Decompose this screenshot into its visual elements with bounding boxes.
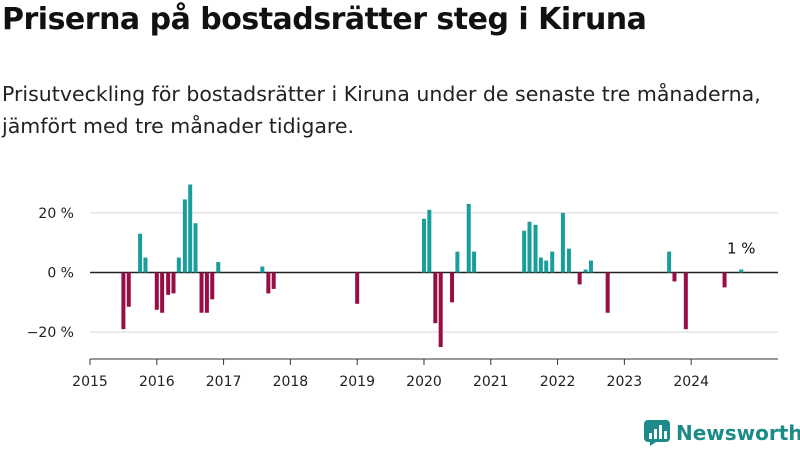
bar-negative	[266, 272, 271, 294]
bar-negative	[683, 272, 688, 330]
bar-positive	[550, 251, 555, 273]
bar-positive	[533, 224, 538, 273]
bar-positive	[527, 221, 532, 273]
bar-positive	[544, 260, 549, 273]
x-tick-label: 2023	[607, 374, 643, 390]
bar-positive	[560, 212, 565, 273]
bar-positive	[182, 199, 187, 273]
y-tick-label: −20 %	[27, 325, 74, 341]
bar-negative	[438, 272, 443, 348]
bar-negative	[204, 272, 209, 313]
bar-positive	[466, 203, 471, 273]
x-tick-label: 2021	[473, 374, 509, 390]
bar-positive	[216, 262, 221, 273]
chart-title: Priserna på bostadsrätter steg i Kiruna	[2, 2, 647, 37]
latest-value-label: 1 %	[727, 240, 756, 258]
x-tick-label: 2020	[406, 374, 442, 390]
bar-negative	[166, 272, 171, 295]
brand-name: Newsworthy	[676, 421, 800, 445]
bar-positive	[260, 266, 265, 273]
bar-negative	[271, 272, 276, 289]
bar-negative	[199, 272, 204, 313]
bar-negative	[171, 272, 176, 294]
bar-negative	[355, 272, 360, 304]
bar-negative	[605, 272, 610, 313]
bar-positive	[176, 257, 181, 273]
bar-positive	[583, 269, 588, 273]
bar-negative	[154, 272, 159, 310]
chart-subtitle: Prisutveckling för bostadsrätter i Kirun…	[2, 82, 761, 138]
bar-negative	[672, 272, 677, 282]
x-tick-label: 2017	[206, 374, 242, 390]
bar-negative	[433, 272, 438, 324]
bar-positive	[138, 233, 143, 273]
newsworthy-brand[interactable]: Newsworthy	[644, 420, 800, 446]
bar-negative	[210, 272, 215, 300]
x-tick-label: 2015	[72, 374, 108, 390]
x-tick-label: 2019	[339, 374, 375, 390]
y-tick-label: 0 %	[47, 265, 74, 281]
x-tick-label: 2018	[273, 374, 309, 390]
bar-positive	[566, 248, 571, 273]
bar-positive	[538, 257, 543, 273]
x-tick-label: 2024	[673, 374, 709, 390]
bar-positive	[739, 269, 744, 273]
bar-positive	[188, 184, 193, 273]
newsworthy-logo-icon	[644, 420, 670, 446]
bar-negative	[121, 272, 126, 330]
bar-positive	[588, 260, 593, 273]
bar-negative	[126, 272, 131, 307]
x-tick-label: 2022	[540, 374, 576, 390]
bar-negative	[722, 272, 727, 288]
bar-positive	[522, 230, 527, 273]
bar-positive	[421, 218, 426, 273]
x-tick-label: 2016	[139, 374, 175, 390]
y-tick-label: 20 %	[38, 206, 74, 222]
bar-positive	[143, 257, 148, 273]
bar-positive	[427, 209, 432, 273]
bar-positive	[455, 251, 460, 273]
bar-positive	[193, 223, 198, 273]
bar-negative	[160, 272, 165, 313]
bar-negative	[577, 272, 582, 285]
bar-negative	[450, 272, 455, 303]
bar-positive	[472, 251, 477, 273]
bar-positive	[667, 251, 672, 273]
